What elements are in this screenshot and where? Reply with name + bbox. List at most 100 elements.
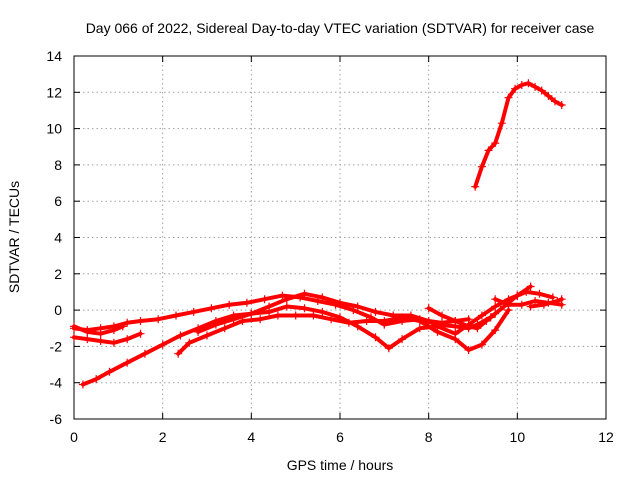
data-point: [406, 311, 415, 320]
data-point: [172, 311, 180, 320]
y-tick-label: 0: [54, 302, 62, 318]
series-line: [473, 81, 564, 189]
data-point: [109, 326, 118, 335]
data-point: [464, 346, 473, 354]
chart-title: Day 066 of 2022, Sidereal Day-to-day VTE…: [86, 20, 595, 36]
data-point: [70, 333, 78, 342]
data-point: [367, 313, 375, 322]
data-point: [491, 295, 500, 304]
data-point: [273, 311, 282, 320]
data-point: [535, 289, 544, 298]
data-point: [282, 295, 291, 304]
data-point: [484, 146, 493, 155]
data-point: [300, 304, 309, 313]
data-point: [537, 86, 546, 95]
data-point: [551, 97, 559, 106]
data-point: [522, 287, 531, 296]
data-point: [433, 327, 442, 336]
data-point: [278, 291, 287, 300]
data-point: [336, 298, 344, 307]
series-arc-11: [471, 79, 566, 191]
series-arc-10: [513, 287, 557, 302]
data-point: [380, 320, 389, 329]
data-point: [96, 337, 105, 345]
y-tick-label: -4: [50, 375, 63, 391]
y-tick-label: 14: [46, 48, 62, 64]
data-point: [185, 338, 194, 347]
data-point: [389, 311, 398, 320]
data-point: [451, 335, 460, 344]
data-point: [531, 297, 540, 305]
data-point: [105, 367, 114, 376]
y-tick-label: 8: [54, 157, 62, 173]
data-point: [140, 349, 149, 358]
data-point: [438, 318, 446, 327]
grid: [74, 56, 606, 419]
data-point: [83, 335, 92, 344]
data-point: [318, 293, 327, 302]
data-point: [260, 295, 269, 304]
data-point: [464, 322, 473, 331]
data-point: [362, 317, 371, 325]
data-point: [371, 307, 380, 316]
data-point: [491, 326, 500, 335]
data-point: [513, 291, 522, 300]
data-point: [471, 182, 480, 191]
data-point: [309, 311, 318, 320]
data-point: [553, 297, 562, 305]
data-point: [96, 329, 105, 338]
series-line: [72, 331, 143, 345]
data-series: [70, 79, 566, 389]
data-point: [517, 81, 526, 89]
data-point: [189, 307, 198, 316]
axis-ticks: 0 2 4 6 8 10 12 -6 -4 -2 0 2 4 6 8 10 12 14: [46, 48, 614, 445]
data-point: [300, 289, 309, 298]
y-tick-label: 2: [54, 266, 62, 282]
data-point: [531, 82, 540, 91]
data-point: [158, 340, 167, 349]
data-point: [477, 340, 486, 349]
x-tick-label: 10: [510, 429, 526, 445]
data-point: [438, 311, 446, 320]
data-point: [477, 162, 486, 171]
data-point: [318, 307, 327, 316]
data-point: [265, 302, 274, 311]
series-line: [80, 293, 520, 387]
data-point: [282, 302, 291, 311]
data-point: [424, 304, 433, 313]
data-point: [109, 338, 118, 347]
data-point: [451, 317, 460, 325]
data-point: [491, 302, 500, 311]
y-tick-label: -2: [50, 338, 63, 354]
data-point: [415, 324, 424, 333]
data-point: [371, 333, 380, 342]
series-arc-2: [174, 306, 513, 358]
data-point: [123, 335, 132, 344]
x-axis-label: GPS time / hours: [287, 457, 394, 473]
series-arc-7: [424, 304, 500, 333]
data-point: [154, 315, 163, 324]
data-point: [497, 119, 506, 128]
data-point: [247, 309, 256, 318]
data-point: [203, 331, 211, 340]
y-axis-label: SDTVAR / TECUs: [6, 181, 22, 293]
data-point: [557, 101, 566, 109]
data-point: [256, 315, 265, 324]
data-point: [504, 300, 513, 309]
data-point: [174, 349, 183, 358]
y-tick-label: -6: [50, 411, 63, 427]
data-point: [242, 298, 251, 307]
series-arc-4: [70, 329, 145, 347]
data-point: [229, 315, 238, 324]
x-tick-label: 6: [336, 429, 344, 445]
y-tick-label: 6: [54, 193, 62, 209]
x-tick-label: 8: [425, 429, 433, 445]
data-point: [473, 324, 482, 333]
data-point: [424, 317, 433, 325]
y-tick-label: 4: [54, 230, 62, 246]
data-point: [123, 318, 132, 327]
data-point: [491, 139, 500, 148]
data-point: [211, 320, 220, 329]
data-point: [557, 295, 566, 304]
